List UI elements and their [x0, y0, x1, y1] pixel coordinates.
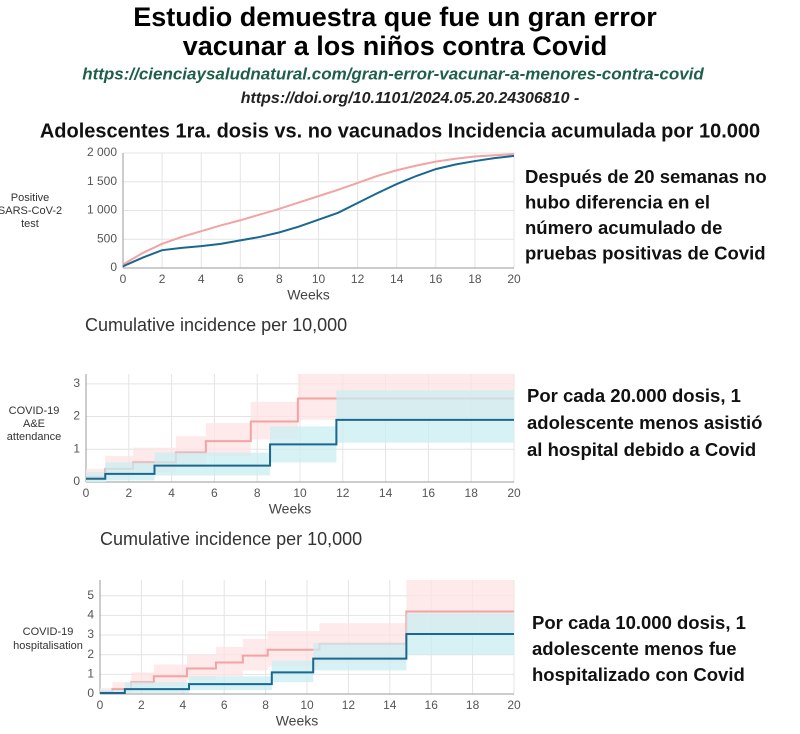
chart-title: Cumulative incidence per 10,000	[85, 315, 347, 335]
title-line: vacunar a los niños contra Covid	[183, 31, 608, 61]
x-tick-label: 16	[425, 698, 439, 712]
y-tick-label: 0	[87, 686, 94, 700]
annotation: adolescente menos fue	[532, 638, 737, 659]
annotation: hubo diferencia en el	[525, 191, 710, 212]
ci-band	[154, 452, 271, 476]
x-tick-label: 6	[211, 486, 218, 500]
y-axis-label: SARS-CoV-2	[0, 205, 62, 217]
x-tick-label: 14	[379, 486, 393, 500]
annotation: hospitalizado con Covid	[532, 664, 745, 685]
x-tick-label: 4	[179, 698, 186, 712]
x-tick-label: 2	[159, 272, 166, 286]
series-line	[122, 153, 515, 266]
x-axis-label: Weeks	[287, 287, 330, 303]
y-axis-label: COVID-19	[9, 405, 60, 417]
y-tick-label: 1	[87, 667, 94, 681]
ci-band	[112, 682, 132, 694]
annotation: Por cada 10.000 dosis, 1	[532, 612, 746, 633]
y-tick-label: 1 500	[87, 174, 117, 188]
x-tick-label: 10	[312, 272, 326, 286]
x-tick-label: 8	[276, 272, 283, 286]
x-tick-label: 16	[429, 272, 443, 286]
y-tick-label: 4	[87, 608, 94, 622]
annotation: Después de 20 semanas no	[525, 166, 767, 187]
ci-band	[124, 682, 190, 694]
x-axis-label: Weeks	[276, 713, 319, 729]
series-step	[100, 633, 514, 695]
x-tick-label: 12	[351, 272, 365, 286]
annotation: adolescente menos asistió	[527, 412, 762, 433]
y-axis-label: test	[21, 218, 39, 230]
x-tick-label: 8	[254, 486, 261, 500]
x-tick-label: 6	[221, 698, 228, 712]
annotation: número acumulado de	[525, 217, 722, 238]
annotation: al hospital debido a Covid	[527, 439, 756, 460]
x-tick-label: 10	[293, 486, 307, 500]
x-tick-label: 2	[138, 698, 145, 712]
chart-title: Cumulative incidence per 10,000	[100, 529, 362, 549]
doi: https://doi.org/10.1101/2024.05.20.24306…	[241, 90, 580, 107]
y-tick-label: 0	[73, 474, 80, 488]
heading: Adolescentes 1ra. dosis vs. no vacunados…	[40, 120, 760, 142]
y-axis-label: A&E	[23, 418, 45, 430]
y-tick-label: 2	[87, 647, 94, 661]
y-axis-label: hospitalisation	[13, 640, 83, 652]
source-url: https://cienciaysaludnatural.com/gran-er…	[82, 64, 704, 83]
annotation: Por cada 20.000 dosis, 1	[527, 385, 741, 406]
x-tick-label: 18	[468, 272, 482, 286]
y-tick-label: 3	[73, 376, 80, 390]
x-tick-label: 0	[97, 698, 104, 712]
x-tick-label: 20	[507, 698, 521, 712]
x-tick-label: 10	[300, 698, 314, 712]
y-tick-label: 1 000	[87, 203, 117, 217]
ci-band	[205, 423, 251, 456]
y-axis-label: COVID-19	[23, 626, 74, 638]
x-tick-label: 2	[125, 486, 132, 500]
y-tick-label: 0	[110, 260, 117, 274]
x-tick-label: 4	[168, 486, 175, 500]
y-tick-label: 3	[87, 627, 94, 641]
series-line	[122, 154, 515, 268]
x-tick-label: 0	[83, 486, 90, 500]
x-tick-label: 14	[390, 272, 404, 286]
y-tick-label: 2 000	[87, 145, 117, 159]
y-tick-label: 5	[87, 588, 94, 602]
y-axis-label: Positive	[11, 192, 50, 204]
ci-band	[336, 390, 514, 443]
x-tick-label: 18	[465, 486, 479, 500]
x-tick-label: 18	[466, 698, 480, 712]
annotation: pruebas positivas de Covid	[525, 242, 766, 263]
title-line: Estudio demuestra que fue un gran error	[133, 2, 657, 32]
y-tick-label: 2	[73, 409, 80, 423]
x-tick-label: 8	[262, 698, 269, 712]
x-tick-label: 12	[336, 486, 350, 500]
ci-band	[105, 462, 155, 481]
x-tick-label: 20	[507, 272, 521, 286]
y-tick-label: 500	[97, 231, 117, 245]
x-axis-label: Weeks	[269, 501, 312, 517]
x-tick-label: 4	[198, 272, 205, 286]
y-axis-label: attendance	[7, 431, 61, 443]
x-tick-label: 14	[383, 698, 397, 712]
x-tick-label: 16	[422, 486, 436, 500]
x-tick-label: 20	[507, 486, 521, 500]
x-tick-label: 12	[342, 698, 356, 712]
y-tick-label: 1	[73, 441, 80, 455]
x-tick-label: 6	[237, 272, 244, 286]
ci-band	[86, 472, 106, 482]
ci-band	[313, 642, 407, 671]
series-step	[86, 418, 514, 480]
x-tick-label: 0	[120, 272, 127, 286]
